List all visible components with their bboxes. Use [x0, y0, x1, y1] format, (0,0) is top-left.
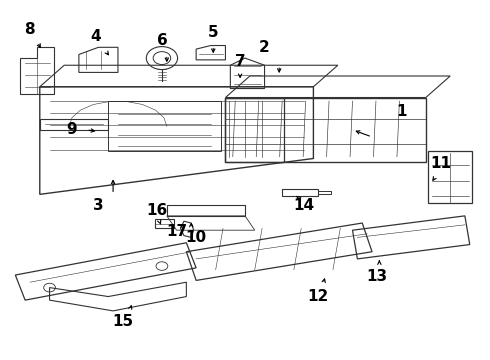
Text: 3: 3 [93, 198, 104, 213]
Text: 16: 16 [147, 203, 168, 218]
Text: 13: 13 [367, 269, 388, 284]
Text: 15: 15 [112, 314, 133, 329]
Text: 4: 4 [91, 29, 101, 44]
Text: 2: 2 [259, 40, 270, 55]
Text: 8: 8 [24, 22, 34, 37]
Text: 9: 9 [66, 122, 77, 137]
Text: 11: 11 [430, 156, 451, 171]
Text: 14: 14 [293, 198, 314, 213]
Text: 17: 17 [166, 225, 187, 239]
Text: 5: 5 [208, 26, 219, 40]
Text: 1: 1 [396, 104, 407, 120]
Text: 12: 12 [308, 289, 329, 304]
Text: 7: 7 [235, 54, 245, 69]
Text: 6: 6 [157, 33, 167, 48]
Text: 10: 10 [186, 230, 207, 245]
